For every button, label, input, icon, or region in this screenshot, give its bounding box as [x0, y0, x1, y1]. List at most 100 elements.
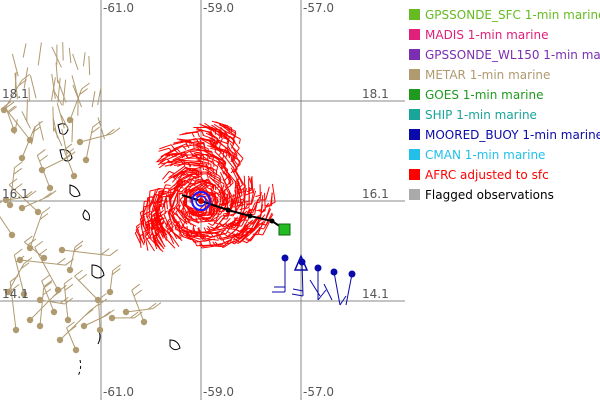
afrc-barb [140, 221, 145, 240]
afrc-barb-feather [195, 173, 200, 178]
metar-barb-feather [37, 149, 46, 156]
afrc-barb-feather [206, 173, 209, 179]
afrc-barb [173, 143, 187, 150]
afrc-barb [201, 138, 215, 142]
afrc-barb [209, 141, 222, 151]
afrc-barb-feather [222, 212, 228, 215]
legend-item[interactable]: METAR 1-min marine [409, 68, 550, 82]
afrc-barb-feather [179, 195, 185, 200]
metar-barb-feather [23, 191, 33, 198]
lat-label-right: 14.1 [362, 287, 389, 301]
afrc-barb [217, 164, 228, 178]
afrc-barb [193, 140, 205, 144]
legend-swatch [409, 169, 420, 180]
metar-barb [22, 43, 27, 58]
afrc-barb-feather [227, 213, 234, 217]
afrc-barb-feather [195, 217, 199, 223]
afrc-barb-feather [233, 224, 239, 227]
afrc-barb-feather [195, 186, 201, 191]
metar-barb [41, 280, 55, 313]
metar-barb [97, 86, 102, 106]
afrc-barb [168, 210, 173, 227]
afrc-barb [172, 191, 179, 208]
metar-barb-feather [3, 100, 13, 107]
afrc-barb [196, 157, 214, 163]
metar-barb-feather [0, 201, 3, 204]
metar-barb-feather [27, 190, 37, 198]
afrc-barb [209, 137, 221, 144]
afrc-barb-feather [199, 243, 203, 249]
afrc-barb [139, 212, 145, 228]
metar-barb-feather [111, 127, 121, 135]
metar-barb-feather [38, 248, 48, 256]
afrc-barb-feather [231, 232, 236, 237]
legend-item[interactable]: GOES 1-min marine [409, 88, 543, 102]
afrc-barb [170, 186, 180, 201]
afrc-barb-feather [184, 166, 189, 170]
afrc-barb [179, 229, 199, 236]
afrc-barb [210, 200, 214, 215]
afrc-barb-feather [193, 212, 198, 217]
metar-station [4, 288, 12, 296]
legend-item[interactable]: Flagged observations [409, 188, 554, 202]
metar-barb [74, 275, 99, 301]
metar-barb [72, 53, 79, 71]
afrc-barb [158, 228, 164, 239]
afrc-barb-feather [165, 222, 168, 228]
afrc-barb [205, 186, 222, 196]
legend-item[interactable]: AFRC adjusted to sfc [409, 168, 549, 182]
afrc-barb [186, 236, 202, 244]
metar-barb [131, 289, 145, 323]
afrc-barb-feather [158, 203, 164, 206]
lat-label-left: 18.1 [2, 87, 29, 101]
afrc-barb [206, 173, 225, 185]
legend-item[interactable]: GPSSONDE_SFC 1-min marine [409, 8, 600, 22]
afrc-barb-feather [184, 179, 190, 184]
metar-barb-feather [66, 151, 76, 159]
afrc-barb-feather [228, 222, 233, 227]
afrc-barb-feather [204, 212, 210, 214]
afrc-barb [148, 215, 157, 232]
afrc-barb [209, 169, 221, 178]
afrc-barb [179, 234, 192, 241]
legend-item[interactable]: SHIP 1-min marine [409, 108, 537, 122]
afrc-barb [186, 170, 200, 174]
afrc-barb [192, 214, 205, 219]
afrc-barb [173, 139, 190, 144]
lon-label-top: -59.0 [203, 1, 234, 15]
metar-barb-feather [8, 178, 18, 186]
afrc-barb-feather [239, 158, 244, 163]
afrc-barb [163, 176, 173, 184]
afrc-barb [187, 230, 203, 236]
afrc-barb [158, 160, 170, 169]
afrc-barb [234, 152, 241, 165]
metar-barb-feather [65, 148, 75, 156]
metar-barb [9, 281, 17, 331]
lat-label-left: 16.1 [2, 187, 29, 201]
afrc-barb-feather [176, 148, 181, 153]
legend-item[interactable]: CMAN 1-min marine [409, 148, 545, 162]
afrc-barb-feather [176, 221, 179, 227]
afrc-barb [181, 155, 197, 161]
afrc-barb [176, 225, 189, 233]
afrc-barb [195, 179, 214, 185]
legend-item[interactable]: GPSSONDE_WL150 1-min marine [409, 48, 600, 62]
metar-barb [61, 249, 110, 257]
goes-observation-square [278, 223, 291, 236]
legend-label: GPSSONDE_WL150 1-min marine [425, 48, 600, 62]
afrc-barb-feather [191, 132, 195, 138]
metar-barb-feather [43, 281, 52, 289]
afrc-barb [182, 172, 197, 179]
afrc-barb-feather [188, 190, 194, 193]
afrc-barb-feather [197, 227, 200, 233]
afrc-barb-feather [184, 141, 189, 147]
afrc-barb-feather [150, 201, 156, 204]
afrc-barb [144, 236, 155, 252]
legend-item[interactable]: MOORED_BUOY 1-min marine [409, 128, 600, 142]
metar-barb-feather [79, 88, 88, 95]
legend-item[interactable]: MADIS 1-min marine [409, 28, 548, 42]
metar-station [16, 256, 24, 264]
afrc-barb [164, 153, 181, 157]
afrc-barb [252, 214, 266, 231]
afrc-barb [199, 164, 217, 171]
